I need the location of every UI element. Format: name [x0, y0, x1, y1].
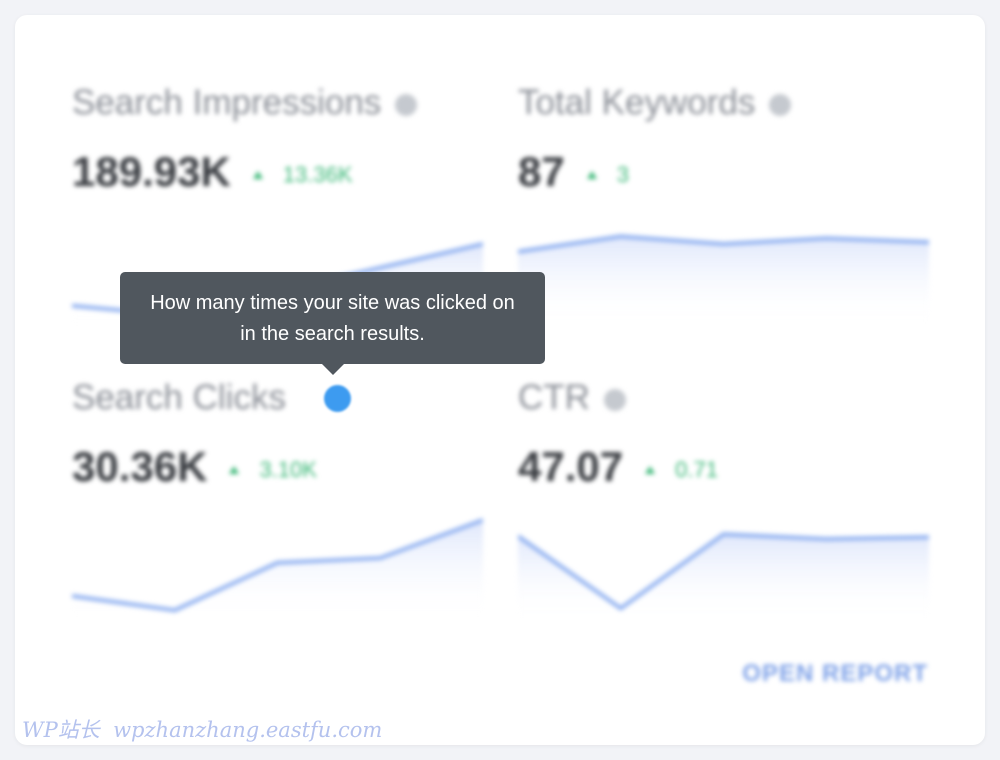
metric-value-text: 189.93K [72, 148, 231, 195]
open-report-link[interactable]: OPEN REPORT [742, 660, 928, 687]
metric-change: 0.71 [675, 456, 718, 482]
metric-title: Total Keywords [518, 80, 792, 126]
report-card [15, 15, 985, 745]
metric: Search Clicks 30.36K 3.10K [72, 375, 483, 625]
sparkline-area [72, 520, 483, 620]
metric-title-text: Total Keywords [518, 83, 756, 122]
change-arrow [586, 170, 597, 179]
sparkline-area [518, 534, 929, 620]
metric-value: 47.07 0.71 [518, 441, 718, 496]
metric-value: 30.36K 3.10K [72, 441, 317, 496]
metric-title-text: CTR [518, 378, 590, 417]
metric-value-text: 30.36K [72, 443, 208, 490]
metric: CTR 47.07 0.71 [518, 375, 929, 625]
metric-title: Search Impressions [72, 80, 418, 126]
metric-value: 189.93K 13.36K [72, 146, 353, 201]
metric-change: 13.36K [282, 161, 353, 187]
sparkline [72, 518, 483, 620]
tooltip: How many times your site was clicked on … [120, 272, 545, 364]
help-icon[interactable] [603, 388, 626, 411]
sparkline [518, 532, 929, 620]
help-icon[interactable] [395, 93, 418, 116]
help-icon-active[interactable] [324, 385, 351, 412]
watermark: WP站长 wpzhanzhang.eastfu.com [22, 718, 383, 742]
change-arrow [229, 465, 240, 474]
metric-title-text: Search Clicks [72, 378, 286, 417]
sparkline-line [72, 518, 483, 613]
sparkline-line [518, 234, 929, 254]
metric-title: Search Clicks [72, 375, 322, 421]
help-icon[interactable] [769, 93, 792, 116]
change-arrow [252, 170, 263, 179]
sparkline-line [518, 532, 929, 611]
metric-title-text: Search Impressions [72, 83, 382, 122]
tooltip-arrow [322, 364, 344, 375]
sparkline [518, 234, 929, 325]
change-arrow [645, 465, 656, 474]
metric-value-text: 87 [518, 148, 565, 195]
sparkline-area [518, 236, 929, 325]
metric-title: CTR [518, 375, 626, 421]
metric-change: 3.10K [259, 456, 317, 482]
metric-value: 87 3 [518, 146, 629, 201]
metric-value-text: 47.07 [518, 443, 624, 490]
metric: Total Keywords 87 3 [518, 80, 929, 330]
metric-change: 3 [616, 161, 629, 187]
